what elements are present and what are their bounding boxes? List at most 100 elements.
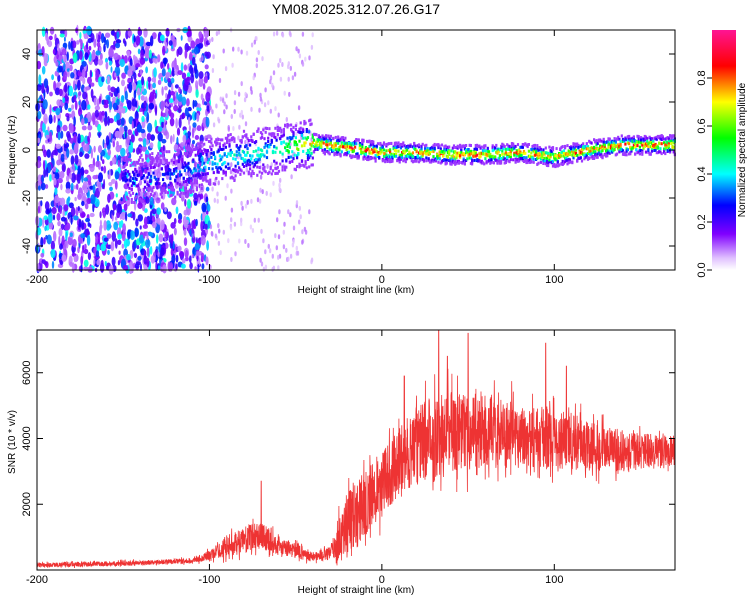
spectrogram-cell (341, 145, 345, 149)
spectrogram-cell (253, 217, 256, 223)
spectrogram-cell (200, 252, 205, 261)
spectrogram-cell (317, 134, 320, 138)
spectrogram-cell (131, 191, 135, 195)
spectrogram-cell (548, 155, 551, 159)
spectrogram-cell (672, 134, 675, 138)
spectrogram-cell (308, 209, 311, 215)
snr-x-tick-label: 100 (545, 574, 563, 586)
spectrogram-cell (544, 162, 547, 166)
spectrogram-cell (607, 140, 610, 144)
spectrogram-cell (269, 132, 272, 136)
spectrogram-cell (329, 147, 332, 151)
spectrogram-cell (615, 152, 619, 156)
spectrogram-cell (181, 183, 184, 187)
spectrogram-cell (148, 180, 151, 184)
spectrogram-cell (670, 142, 673, 145)
spectrogram-cell (262, 163, 265, 167)
spectrogram-cell (277, 265, 280, 271)
spectrogram-cell (170, 77, 175, 84)
spectrogram-cell (256, 197, 260, 203)
spectrogram-cell (303, 141, 306, 145)
spectrogram-cell (177, 46, 183, 56)
spectrogram-cell (170, 187, 173, 191)
spectrogram-cell (69, 261, 74, 267)
spectrogram-cell (158, 265, 161, 271)
spectrogram-cell (446, 146, 450, 150)
spectrogram-cell (510, 148, 514, 152)
spectrogram-cell (507, 147, 510, 151)
spectrogram-cell (271, 82, 274, 88)
spectrogram-cell (278, 209, 281, 215)
spectrogram-cell (86, 41, 89, 50)
spectrogram-cell (201, 55, 204, 62)
spectrogram-cell (590, 141, 593, 145)
spectrogram-cell (607, 145, 610, 149)
spectrogram-cell (306, 156, 310, 159)
spectrogram-cell (275, 167, 278, 171)
spectrogram-cell (387, 158, 390, 162)
spectrogram-cell (399, 153, 402, 157)
spectrogram-cell (53, 80, 57, 91)
spectrogram-cell (626, 136, 629, 140)
spectrogram-cell (223, 142, 226, 146)
spectrogram-cell (145, 66, 149, 74)
spectrogram-cell (197, 163, 200, 167)
spectrogram-cell (427, 151, 430, 155)
spectrogram-cell (385, 156, 388, 160)
spectrogram-cell (84, 203, 89, 210)
spectrogram-cell (638, 152, 641, 156)
spectrogram-cell (355, 152, 358, 156)
spectrogram-cell (500, 144, 503, 148)
spectrogram-cell (261, 171, 264, 175)
spectrogram-cell (177, 93, 183, 102)
spectrogram-cell (224, 136, 227, 140)
spectrogram-cell (550, 150, 553, 153)
spectrogram-cell (48, 35, 53, 41)
spectrogram-cell (335, 139, 339, 143)
spectrogram-cell (506, 156, 509, 160)
spectrogram-cell (237, 91, 241, 97)
spectrogram-cell (667, 144, 670, 148)
spectrogram-cell (382, 154, 386, 158)
spectrogram-cell (218, 159, 221, 163)
spectrogram-cell (586, 152, 590, 156)
spectrogram-cell (145, 41, 152, 47)
spectrogram-cell (150, 193, 153, 196)
spectrogram-cell (620, 149, 623, 153)
spectrogram-cell (556, 164, 559, 168)
spectrogram-cell (62, 54, 67, 63)
spectrogram-cell (378, 155, 381, 159)
spectrogram-cell (498, 156, 501, 159)
spectrogram-cell (104, 115, 108, 127)
spectrogram-cell (105, 204, 110, 215)
spectrogram-cell (54, 172, 60, 180)
spectrogram-cell (299, 214, 302, 220)
spectrogram-cell (401, 153, 404, 156)
spectrogram-cell (477, 145, 480, 149)
spectrogram-cell (343, 141, 346, 145)
spectrogram-cell (267, 136, 270, 140)
spectrogram-cell (325, 140, 328, 143)
spectrogram-cell (291, 150, 294, 154)
spectrogram-cell (250, 172, 253, 176)
spectrogram-cell (65, 231, 68, 241)
spectrogram-cell (617, 135, 620, 139)
spectrogram-cell (230, 175, 233, 179)
spectrogram-cell (64, 29, 68, 38)
spectrogram-cell (83, 177, 89, 182)
spectrogram-cell (323, 150, 326, 154)
spectrogram-cell (53, 115, 56, 123)
spectrogram-cell (362, 151, 365, 155)
spectrogram-cell (83, 259, 89, 267)
spectrogram-cell (288, 160, 291, 164)
spectrogram-cell (165, 27, 170, 37)
spectrogram-cell (370, 147, 374, 151)
spectrogram-cell (171, 172, 174, 176)
spectrogram-cell (381, 148, 384, 152)
spectrogram-cell (648, 141, 651, 145)
spectrogram-cell (483, 162, 486, 166)
spectrogram-cell (263, 165, 266, 169)
spectrogram-cell (298, 162, 301, 166)
spectrogram-cell (269, 166, 272, 170)
